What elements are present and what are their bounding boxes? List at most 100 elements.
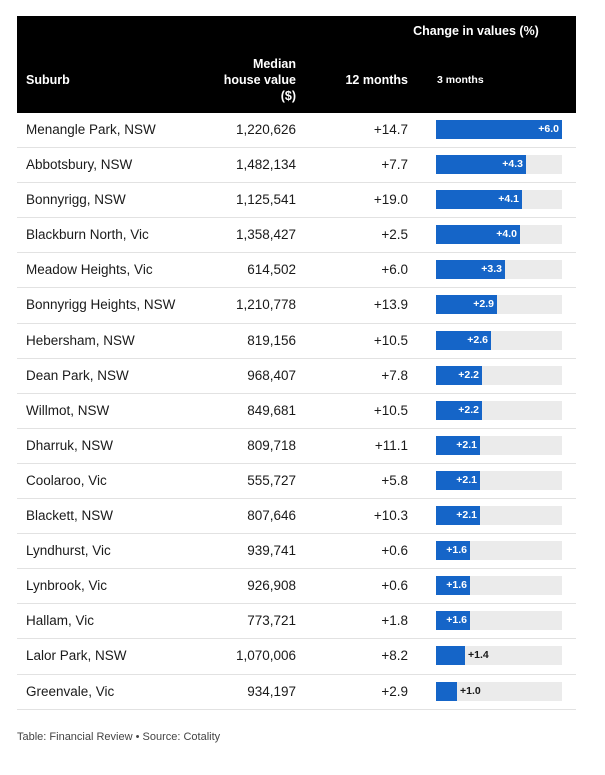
bar-track: +1.0 [436, 681, 562, 701]
bar-label-3-months: +1.6 [446, 544, 467, 557]
cell-suburb: Lalor Park, NSW [26, 648, 127, 664]
cell-12-months: +8.2 [381, 648, 408, 664]
cell-12-months: +7.7 [381, 157, 408, 173]
cell-suburb: Lynbrook, Vic [26, 578, 108, 594]
cell-suburb: Bonnyrigg, NSW [26, 192, 126, 208]
cell-median-value: 819,156 [247, 332, 296, 348]
bar-track: +1.6 [436, 576, 562, 596]
table-row: Greenvale, Vic 934,197 +2.9 +1.0 [17, 675, 576, 710]
table-row: Blackburn North, Vic 1,358,427 +2.5 +4.0 [17, 218, 576, 254]
bar-track: +4.1 [436, 190, 562, 210]
bar-3-months [436, 576, 470, 596]
bar-3-months [436, 365, 482, 385]
bar-3-months [436, 611, 470, 631]
bar-label-3-months: +2.2 [458, 368, 479, 381]
cell-12-months: +13.9 [373, 297, 408, 313]
cell-median-value: 807,646 [247, 508, 296, 524]
bar-3-months [436, 190, 522, 210]
cell-suburb: Hallam, Vic [26, 613, 95, 629]
table-row: Menangle Park, NSW 1,220,626 +14.7 +6.0 [17, 113, 576, 149]
cell-12-months: +7.8 [381, 367, 408, 383]
bar-track: +1.6 [436, 611, 562, 631]
table-row: Hebersham, NSW 819,156 +10.5 +2.6 [17, 324, 576, 359]
bar-label-3-months: +1.0 [460, 684, 481, 697]
bar-label-3-months: +2.2 [458, 403, 479, 416]
bar-track: +1.4 [436, 646, 562, 666]
bar-3-months [436, 120, 562, 139]
cell-suburb: Menangle Park, NSW [26, 122, 156, 137]
cell-suburb: Dharruk, NSW [26, 437, 114, 453]
table-row: Blackett, NSW 807,646 +10.3 +2.1 [17, 499, 576, 535]
cell-12-months: +19.0 [373, 192, 408, 208]
table-row: Dean Park, NSW 968,407 +7.8 +2.2 [17, 359, 576, 394]
bar-3-months [436, 400, 482, 420]
table-row: Lalor Park, NSW 1,070,006 +8.2 +1.4 [17, 639, 576, 675]
bar-track: +2.6 [436, 330, 562, 350]
cell-median-value: 1,220,626 [235, 122, 296, 137]
table-row: Hallam, Vic 773,721 +1.8 +1.6 [17, 604, 576, 640]
bar-label-3-months: +4.0 [496, 228, 517, 241]
bar-label-3-months: +1.4 [468, 649, 489, 662]
cell-suburb: Coolaroo, Vic [26, 472, 107, 488]
bar-3-months [436, 681, 457, 701]
bar-3-months [436, 330, 491, 350]
cell-median-value: 773,721 [247, 613, 296, 629]
cell-median-value: 926,908 [247, 578, 296, 594]
cell-12-months: +2.5 [381, 227, 408, 243]
bar-3-months [436, 470, 480, 490]
median-header-line3: ($) [280, 89, 296, 103]
cell-median-value: 968,407 [247, 367, 296, 383]
median-header-line2: house value [223, 73, 296, 87]
cell-suburb: Greenvale, Vic [26, 683, 115, 699]
data-table: Change in values (%) Suburb Median house… [17, 16, 576, 710]
bar-label-3-months: +1.6 [446, 579, 467, 592]
bar-label-3-months: +2.9 [473, 298, 494, 311]
table-row: Meadow Heights, Vic 614,502 +6.0 +3.3 [17, 253, 576, 289]
bar-3-months [436, 155, 526, 175]
bar-label-3-months: +6.0 [538, 123, 559, 135]
column-header-median: Median house value ($) [186, 56, 296, 104]
bar-label-3-months: +2.1 [456, 473, 477, 486]
bar-label-3-months: +2.6 [467, 333, 488, 346]
bar-label-3-months: +2.1 [456, 509, 477, 522]
cell-median-value: 614,502 [247, 262, 296, 278]
bar-track: +2.1 [436, 435, 562, 455]
bar-track: +2.1 [436, 506, 562, 526]
cell-median-value: 555,727 [247, 472, 296, 488]
bar-track: +2.1 [436, 470, 562, 490]
column-header-3-months: 3 months [437, 74, 484, 86]
bar-label-3-months: +1.6 [446, 614, 467, 627]
table-row: Lyndhurst, Vic 939,741 +0.6 +1.6 [17, 534, 576, 570]
cell-median-value: 849,681 [247, 402, 296, 418]
cell-suburb: Blackett, NSW [26, 508, 114, 524]
cell-suburb: Willmot, NSW [26, 402, 110, 418]
bar-label-3-months: +4.1 [498, 193, 519, 206]
cell-suburb: Blackburn North, Vic [26, 227, 149, 243]
bar-track: +4.0 [436, 225, 562, 245]
cell-median-value: 934,197 [247, 683, 296, 699]
cell-median-value: 939,741 [247, 543, 296, 559]
cell-12-months: +10.5 [373, 332, 408, 348]
bar-track: +2.9 [436, 295, 562, 315]
table-row: Bonnyrigg Heights, NSW 1,210,778 +13.9 +2.9 [17, 288, 576, 324]
bar-3-months [436, 506, 480, 526]
cell-suburb: Dean Park, NSW [26, 367, 129, 383]
cell-median-value: 1,125,541 [235, 192, 296, 208]
bar-label-3-months: +3.3 [481, 263, 502, 276]
column-header-suburb: Suburb [26, 73, 70, 87]
bar-label-3-months: +4.3 [502, 158, 523, 171]
group-header-change: Change in values (%) [413, 24, 539, 38]
table-row: Dharruk, NSW 809,718 +11.1 +2.1 [17, 429, 576, 464]
bar-3-months [436, 646, 465, 666]
cell-median-value: 1,482,134 [235, 157, 296, 173]
table-row: Coolaroo, Vic 555,727 +5.8 +2.1 [17, 464, 576, 500]
source-footer: Table: Financial Review • Source: Cotali… [17, 731, 221, 743]
bar-track: +1.6 [436, 541, 562, 561]
cell-median-value: 1,070,006 [235, 648, 296, 664]
cell-12-months: +10.3 [373, 508, 408, 524]
bar-3-months [436, 260, 505, 280]
table-body: Menangle Park, NSW 1,220,626 +14.7 +6.0 Abbo… [17, 113, 576, 710]
cell-suburb: Abbotsbury, NSW [26, 157, 133, 173]
cell-median-value: 1,210,778 [235, 297, 296, 313]
bar-3-months [436, 295, 497, 315]
